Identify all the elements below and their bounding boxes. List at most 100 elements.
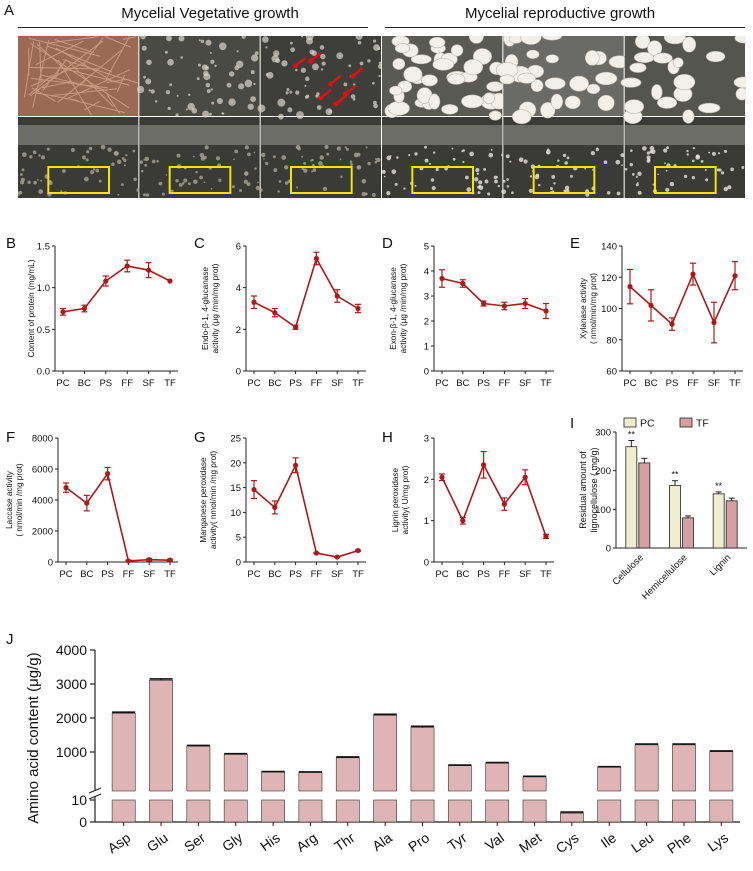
mycelium-speck (265, 46, 267, 48)
mycelium-speck (155, 100, 158, 103)
data-point (314, 550, 319, 555)
y-tick-label: 4 (236, 283, 241, 294)
x-tick-label: SF (519, 378, 531, 389)
bed-speck (607, 191, 610, 194)
mycelium-speck (372, 82, 375, 85)
data-point (355, 548, 360, 553)
significance-mark: ** (671, 470, 679, 480)
bed-speck (140, 160, 144, 164)
bed-speck (117, 160, 121, 164)
bar-Thr (336, 758, 359, 791)
mycelium-speck (277, 99, 285, 107)
data-point (125, 263, 130, 268)
bar-Glu (149, 680, 172, 791)
mycelium-speck (186, 108, 188, 110)
bed-ceiling (139, 125, 259, 145)
data-point (335, 554, 340, 559)
bed-speck (638, 191, 642, 195)
mycelium-speck (142, 46, 147, 51)
y-axis-label: Content of protein (mg/mL) (27, 259, 36, 357)
bed-speck (182, 182, 185, 185)
bed-speck (195, 171, 197, 173)
bar-Ser (187, 746, 210, 791)
bed-speck (708, 152, 710, 154)
mycelium-speck (177, 95, 179, 97)
x-tick-label: SF (143, 569, 155, 580)
x-tick-label: FF (499, 569, 511, 580)
bed-speck (375, 161, 378, 164)
mycelium-speck (358, 41, 362, 45)
y-axis-label: ( nmol/min /mg prot) (15, 463, 24, 537)
y-tick-label: 0 (48, 558, 53, 569)
data-point (502, 303, 507, 308)
mushroom-cap (483, 93, 494, 104)
data-point (627, 284, 632, 289)
data-point (272, 505, 277, 510)
bed-speck (666, 146, 669, 149)
bed-speck (403, 187, 405, 189)
data-point (84, 501, 89, 506)
y-tick-label: 0 (424, 367, 429, 378)
mycelium-speck (320, 54, 325, 59)
bed-speck (84, 177, 89, 182)
bed-speck (501, 189, 506, 194)
x-tick-label: SF (708, 378, 720, 389)
bed-speck (20, 180, 24, 184)
mycelium-speck (219, 43, 227, 51)
series-line (254, 465, 358, 557)
bed-speck (89, 147, 93, 151)
mycelium-speck (373, 101, 377, 105)
vegetative-stage-rule (18, 27, 368, 28)
bed-speck (488, 153, 493, 158)
mycelium-speck (248, 104, 254, 110)
bed-speck (693, 147, 695, 149)
bar-lower-Ser (187, 800, 210, 822)
bed-speck (686, 150, 688, 152)
bed-speck (395, 183, 398, 186)
x-tick-label: FF (687, 378, 699, 389)
bed-speck (546, 150, 551, 155)
bed-speck (319, 155, 323, 159)
bar-His (262, 772, 285, 791)
x-tick-label: BC (268, 569, 281, 580)
bed-speck (503, 180, 506, 183)
mycelium-speck (237, 50, 239, 52)
x-tick-label: PC (435, 378, 448, 389)
mushroom-cap (565, 96, 580, 109)
mycelium-speck (197, 77, 200, 80)
bed-speck (38, 154, 40, 156)
bed-speck (261, 153, 265, 157)
mushroom-cap (585, 50, 599, 65)
panel-label-G: G (194, 429, 206, 446)
mushroom-cap (698, 103, 720, 113)
data-point (314, 256, 319, 261)
bed-speck (425, 159, 429, 163)
bed-ceiling (18, 125, 138, 145)
bed-speck (519, 157, 524, 162)
y-tick-label: 100 (601, 304, 617, 315)
mushroom-cap (653, 53, 672, 63)
red-arrow-head-3 (328, 82, 333, 87)
mushroom-cap (393, 58, 405, 69)
x-tick-label: Pro (405, 829, 432, 855)
mushroom-cap (546, 55, 559, 63)
y-axis-label: Manganese peroxidase (199, 457, 208, 543)
bed-speck (281, 155, 286, 160)
bed-speck (324, 145, 328, 149)
bed-speck (354, 153, 359, 158)
bed-speck (144, 157, 149, 162)
x-tick-label: TF (164, 378, 176, 389)
bed-speck (340, 158, 342, 160)
mycelium-speck (149, 89, 151, 91)
mycelium-speck (296, 111, 304, 119)
mycelium-speck (286, 88, 289, 91)
bed-speck (362, 192, 366, 196)
bed-speck (101, 145, 106, 150)
y-tick-label: 1.0 (37, 283, 50, 294)
bar-lower-Tyr (448, 800, 471, 822)
mycelium-speck (278, 114, 284, 120)
